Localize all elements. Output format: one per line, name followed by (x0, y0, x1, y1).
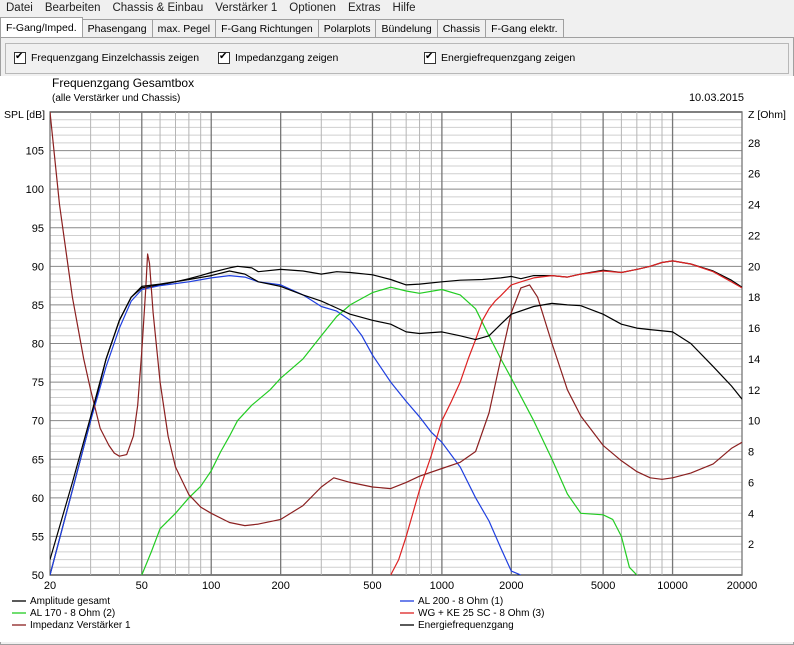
y-right-tick-label: 4 (748, 508, 754, 520)
y-left-tick-label: 50 (32, 570, 44, 582)
legend-label: Amplitude gesamt (30, 596, 110, 607)
checkbox-impedanz[interactable]: Impedanzgang zeigen (218, 51, 339, 64)
menu-hilfe[interactable]: Hilfe (392, 2, 416, 14)
y-left-tick-label: 60 (32, 493, 44, 505)
menu-datei[interactable]: Datei (6, 2, 33, 14)
x-tick-label: 1000 (430, 580, 454, 592)
x-tick-label: 20000 (727, 580, 758, 592)
x-tick-label: 10000 (657, 580, 688, 592)
tab-polarplots[interactable]: Polarplots (317, 19, 377, 37)
menu-verst-rker-1[interactable]: Verstärker 1 (215, 2, 278, 14)
y-right-tick-label: 12 (748, 385, 760, 397)
y-right-tick-label: 16 (748, 323, 760, 335)
legend-label: AL 170 - 8 Ohm (2) (30, 608, 115, 619)
tab-bar: F-Gang/Imped. Phasengang max. Pegel F-Gang … (0, 17, 794, 37)
x-tick-labels: 20 50 100 200 500 1000 2000 5000 10000 20000 (44, 580, 757, 592)
options-groupbox: Frequenzgang Einzelchassis zeigen Impeda… (5, 43, 789, 74)
y-left-tick-label: 80 (32, 339, 44, 351)
series-lines (50, 112, 742, 575)
menu-bar: Datei Bearbeiten Chassis & Einbau Verstärke… (0, 0, 794, 16)
tab-f-gang-richtungen[interactable]: F-Gang Richtungen (215, 19, 319, 37)
y-right-tick-label: 28 (748, 138, 760, 150)
chart-title: Frequenzgang Gesamtbox (52, 76, 194, 90)
legend-label: Impedanz Verstärker 1 (30, 620, 131, 631)
y-right-tick-label: 22 (748, 230, 760, 242)
y-right-tick-label: 10 (748, 416, 760, 428)
y-axis-left-label: SPL [dB] (4, 109, 45, 121)
y-left-tick-label: 65 (32, 454, 44, 466)
tab-max-pegel[interactable]: max. Pegel (151, 19, 217, 37)
tab-b-ndelung[interactable]: Bündelung (375, 19, 438, 37)
checkbox-impedanz-box[interactable] (218, 51, 230, 64)
legend-label: AL 200 - 8 Ohm (1) (418, 596, 503, 607)
checkbox-energie-label: Energiefrequenzgang zeigen (441, 52, 576, 64)
series-line-al-200-8-ohm-1 (50, 275, 522, 575)
menu-bearbeiten[interactable]: Bearbeiten (44, 2, 101, 14)
x-tick-label: 500 (363, 580, 381, 592)
y-left-tick-label: 90 (32, 261, 44, 273)
y-left-tick-label: 55 (32, 531, 44, 543)
y-left-tick-label: 70 (32, 416, 44, 428)
menu-extras[interactable]: Extras (347, 2, 381, 14)
legend-label: WG + KE 25 SC - 8 Ohm (3) (418, 608, 544, 619)
y-right-tick-label: 2 (748, 539, 754, 551)
series-line-impedanz-verst-rker-1 (50, 112, 742, 527)
y-left-tick-label: 105 (26, 146, 44, 158)
tab-phasengang[interactable]: Phasengang (81, 19, 153, 37)
chart-date: 10.03.2015 (689, 92, 744, 104)
frequency-response-chart: Frequenzgang Gesamtbox (alle Verstärker … (0, 76, 794, 642)
x-tick-label: 100 (202, 580, 220, 592)
y-left-tick-labels: 50 55 60 65 70 75 80 85 90 95 100 105 (26, 146, 44, 582)
legend-label: Energiefrequenzgang (418, 620, 514, 631)
x-tick-label: 5000 (591, 580, 615, 592)
checkbox-energie-box[interactable] (424, 51, 436, 64)
tab-f-gang-imped-[interactable]: F-Gang/Imped. (0, 17, 83, 37)
x-tick-label: 200 (271, 580, 289, 592)
checkbox-impedanz-label: Impedanzgang zeigen (235, 52, 339, 64)
y-left-tick-label: 100 (26, 184, 44, 196)
checkbox-einzelchassis[interactable]: Frequenzgang Einzelchassis zeigen (14, 51, 200, 64)
x-tick-label: 2000 (499, 580, 523, 592)
x-tick-label: 20 (44, 580, 56, 592)
series-line-energiefrequenzgang (50, 270, 742, 560)
tab-f-gang-elektr-[interactable]: F-Gang elektr. (485, 19, 564, 37)
y-left-tick-label: 85 (32, 300, 44, 312)
y-right-tick-label: 14 (748, 354, 760, 366)
checkbox-einzelchassis-label: Frequenzgang Einzelchassis zeigen (31, 52, 200, 64)
x-tick-label: 50 (136, 580, 148, 592)
y-right-tick-label: 6 (748, 477, 754, 489)
menu-optionen[interactable]: Optionen (289, 2, 336, 14)
chart-grid (49, 111, 743, 576)
y-axis-right-label: Z [Ohm] (748, 109, 786, 121)
series-line-al-170-8-ohm-2 (141, 286, 638, 575)
tab-chassis[interactable]: Chassis (436, 19, 487, 37)
y-left-tick-label: 95 (32, 223, 44, 235)
menu-chassis-einbau[interactable]: Chassis & Einbau (112, 2, 204, 14)
y-right-tick-label: 8 (748, 447, 754, 459)
y-left-tick-label: 75 (32, 377, 44, 389)
chart-subtitle: (alle Verstärker und Chassis) (52, 93, 180, 104)
legend: Amplitude gesamt AL 200 - 8 Ohm (1) AL 170… (12, 596, 544, 631)
checkbox-energie[interactable]: Energiefrequenzgang zeigen (424, 51, 576, 64)
y-right-tick-label: 18 (748, 292, 760, 304)
y-right-tick-label: 20 (748, 261, 760, 273)
checkbox-einzelchassis-box[interactable] (14, 51, 26, 64)
series-line-wg-ke-25-sc-8-ohm-3 (390, 260, 742, 575)
y-right-tick-label: 26 (748, 169, 760, 181)
y-right-tick-label: 24 (748, 200, 760, 212)
